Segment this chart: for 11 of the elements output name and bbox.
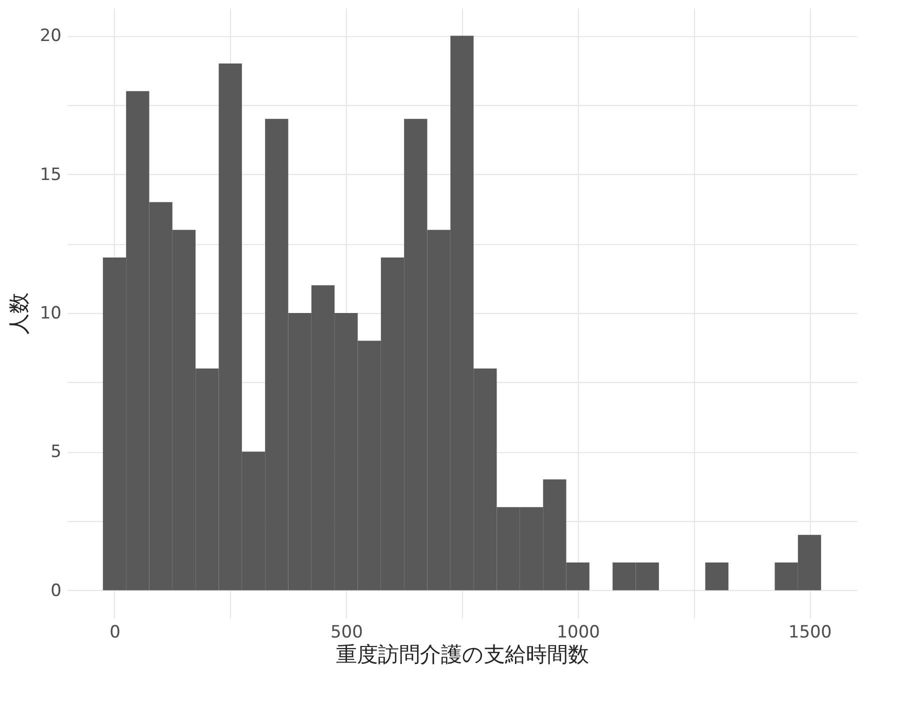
x-tick-label: 1000 — [556, 622, 600, 642]
y-tick-label: 5 — [50, 442, 62, 462]
y-tick-label: 10 — [40, 304, 62, 324]
x-tick-label: 1500 — [788, 622, 832, 642]
x-tick-label: 0 — [110, 622, 120, 642]
x-axis-title: 重度訪問介護の支給時間数 — [336, 642, 589, 666]
y-tick-label: 20 — [40, 26, 62, 46]
x-tick-label: 500 — [330, 622, 363, 642]
y-tick-label: 0 — [50, 580, 62, 601]
y-axis-title: 人数 — [6, 292, 31, 334]
y-tick-label: 15 — [40, 164, 62, 185]
